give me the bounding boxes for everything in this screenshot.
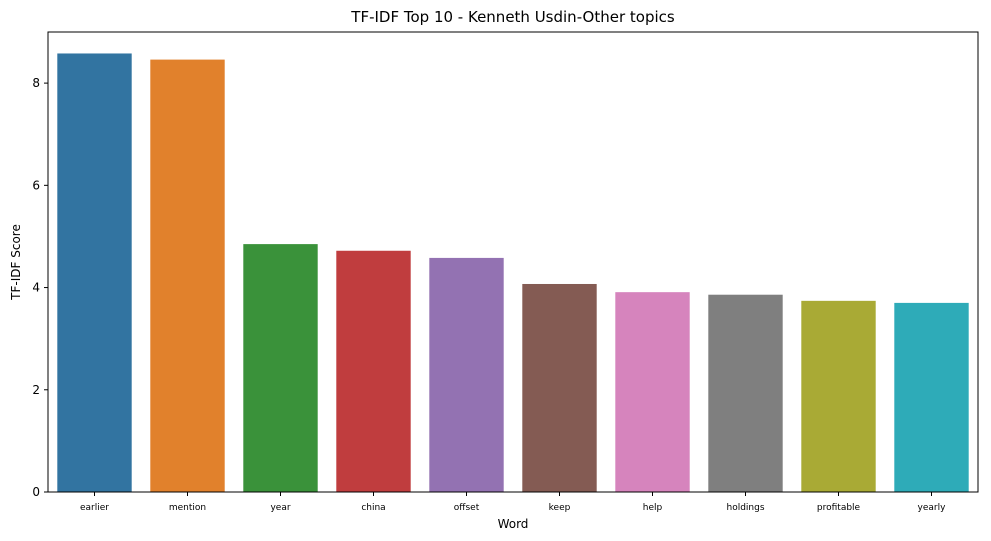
y-axis-label: TF-IDF Score bbox=[9, 224, 23, 301]
bar-holdings bbox=[708, 294, 783, 492]
y-axis: 0 2 4 6 8 bbox=[32, 76, 48, 499]
bar-profitable bbox=[801, 300, 876, 492]
plot-frame bbox=[47, 31, 979, 493]
y-tick-label-4: 4 bbox=[32, 281, 40, 295]
x-tick-label-holdings: holdings bbox=[726, 503, 764, 513]
x-tick-label-offset: offset bbox=[454, 503, 480, 513]
bar-keep bbox=[522, 283, 597, 492]
chart-title: TF-IDF Top 10 - Kenneth Usdin-Other topi… bbox=[350, 8, 675, 26]
x-tick-label-yearly: yearly bbox=[918, 503, 947, 513]
bar-mention bbox=[150, 59, 225, 492]
x-axis: earlier mention year china offset keep help hol… bbox=[80, 492, 946, 513]
x-tick-label-china: china bbox=[361, 503, 385, 513]
bar-china bbox=[336, 250, 411, 492]
x-tick-label-earlier: earlier bbox=[80, 503, 109, 513]
bar-year bbox=[243, 244, 318, 492]
y-tick-label-2: 2 bbox=[32, 383, 40, 397]
x-tick-label-profitable: profitable bbox=[817, 503, 861, 513]
x-tick-label-year: year bbox=[270, 503, 290, 513]
bar-offset bbox=[429, 257, 504, 492]
y-tick-label-6: 6 bbox=[32, 178, 40, 192]
bar-help bbox=[615, 292, 690, 492]
bar-yearly bbox=[894, 302, 969, 492]
y-tick-label-0: 0 bbox=[32, 485, 40, 499]
x-tick-label-mention: mention bbox=[169, 503, 206, 513]
x-axis-label: Word bbox=[498, 517, 529, 531]
x-tick-label-help: help bbox=[643, 503, 663, 513]
bars-group bbox=[57, 53, 969, 492]
y-tick-label-8: 8 bbox=[32, 76, 40, 90]
x-tick-label-keep: keep bbox=[549, 503, 571, 513]
bar-earlier bbox=[57, 53, 132, 492]
